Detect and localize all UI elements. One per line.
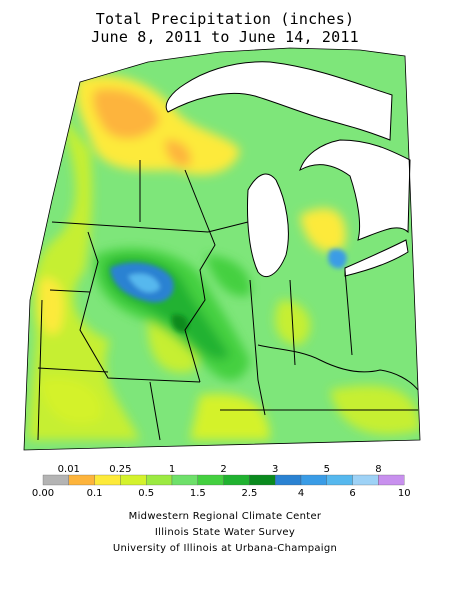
border-mo-ar: [149, 381, 161, 441]
legend-bottom-label: 6: [349, 488, 355, 499]
border-west: [37, 299, 43, 441]
border-il-in: [249, 279, 266, 416]
heavy-spot-il: [171, 314, 189, 333]
legend-swatch: [171, 474, 198, 486]
credit-isws: Illinois State Water Survey: [154, 527, 296, 538]
legend-swatch: [68, 474, 95, 486]
very-dry-area-mn: [93, 88, 160, 139]
legend-swatch: [223, 474, 250, 486]
legend-top-label: 5: [324, 464, 330, 475]
legend-swatch: [94, 474, 121, 486]
legend-bottom-label: 0.5: [138, 488, 154, 499]
legend-top-label: 2: [220, 464, 226, 475]
dry-spot-mi: [300, 208, 346, 252]
very-dry-spot-duluth: [165, 139, 191, 167]
border-wi-il: [207, 221, 249, 233]
legend-bottom-label: 0.00: [32, 488, 54, 499]
legend-top-label: 3: [272, 464, 278, 475]
legend-top-label: 8: [375, 464, 381, 475]
legend-color-scale: [42, 474, 405, 486]
legend-bottom-label: 10: [398, 488, 411, 499]
legend-bottom-label: 2.5: [241, 488, 257, 499]
map-title: Total Precipitation (inches): [95, 10, 355, 28]
legend-top-label: 0.25: [109, 464, 131, 475]
legend-swatch: [42, 474, 69, 486]
legend-swatch: [378, 474, 405, 486]
legend-swatch: [120, 474, 147, 486]
credit-mrcc: Midwestern Regional Climate Center: [128, 511, 322, 522]
legend-swatch: [146, 474, 173, 486]
dry-spot-sd: [39, 278, 64, 335]
lake-michigan: [247, 173, 289, 277]
legend-bottom-labels: 0.00 0.1 0.5 1.5 2.5 4 6 10: [32, 488, 411, 499]
border-ne-ks: [37, 367, 109, 373]
credit-uiuc: University of Illinois at Urbana-Champai…: [112, 543, 338, 554]
legend-bottom-label: 4: [298, 488, 304, 499]
map-date-range: June 8, 2011 to June 14, 2011: [91, 28, 359, 46]
state-borders: [37, 160, 419, 441]
legend-top-label: 0.01: [58, 464, 80, 475]
border-oh: [344, 269, 353, 356]
great-lakes: [165, 61, 411, 277]
lake-erie: [344, 239, 409, 277]
legend-bottom-label: 0.1: [87, 488, 103, 499]
dry-spot-tn: [190, 393, 270, 440]
legend-swatch: [249, 474, 276, 486]
legend-swatch: [352, 474, 379, 486]
legend-swatch: [197, 474, 224, 486]
legend-swatch: [300, 474, 327, 486]
legend-bottom-label: 1.5: [190, 488, 206, 499]
dry-spot-ks: [40, 377, 102, 424]
precipitation-legend: 0.01 0.25 1 2 3 5 8 0.00 0.1 0.5 1.5 2.5 4 6 10: [32, 464, 411, 499]
lake-huron: [299, 139, 411, 241]
legend-swatch: [275, 474, 302, 486]
dry-band-west: [28, 110, 140, 440]
heavy-spot-mi: [328, 248, 347, 269]
border-mississippi: [184, 169, 216, 383]
legend-top-labels: 0.01 0.25 1 2 3 5 8: [58, 464, 382, 475]
border-ne-ia-mo: [79, 231, 201, 383]
wet-spot-wi: [205, 255, 251, 297]
legend-swatch: [326, 474, 353, 486]
border-in-oh: [289, 279, 296, 366]
lake-superior: [165, 61, 393, 141]
border-mn-ia: [51, 221, 209, 233]
legend-top-label: 1: [169, 464, 175, 475]
border-sd-ne: [49, 289, 91, 293]
heaviest-rain-ia: [128, 273, 160, 293]
map-frame: [23, 47, 421, 451]
border-ohio-river: [257, 344, 419, 391]
